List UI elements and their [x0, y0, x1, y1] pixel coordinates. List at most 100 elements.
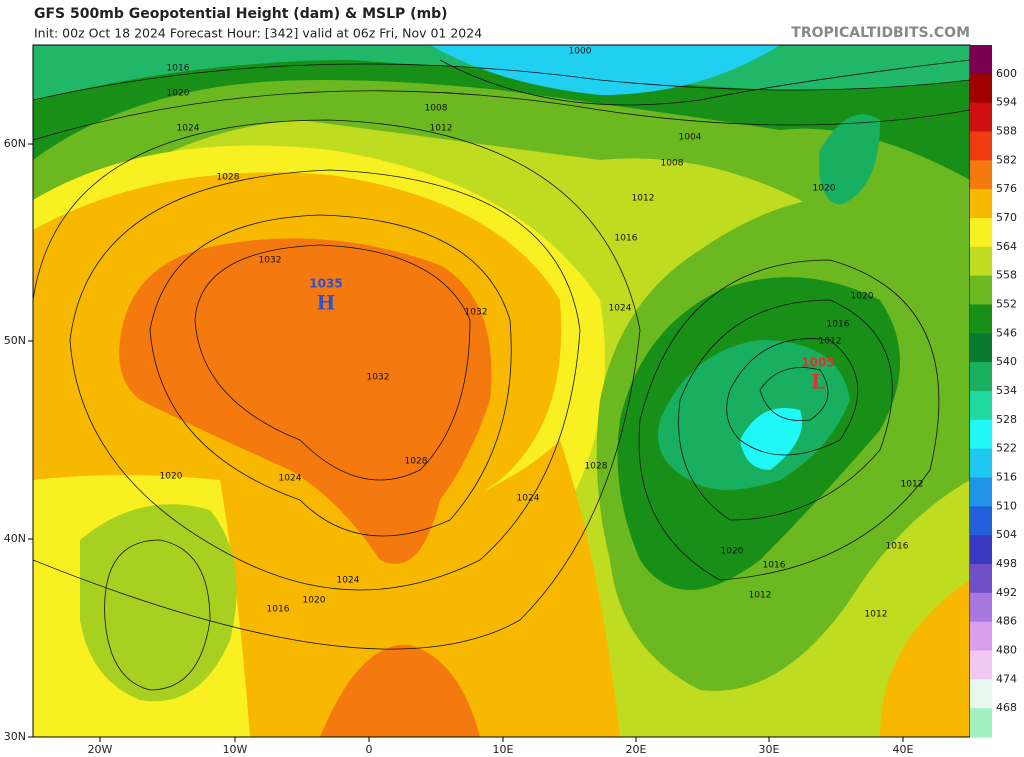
lat-label: 40N [4, 532, 26, 545]
isobar-label: 1016 [267, 605, 290, 615]
colorbar-swatch [970, 506, 992, 536]
isobar-label: 1008 [425, 104, 448, 114]
colorbar-swatch [970, 275, 992, 305]
colorbar-swatch [970, 448, 992, 478]
isobar-label: 1032 [259, 256, 282, 266]
colorbar-swatch [970, 708, 992, 738]
colorbar-swatch [970, 102, 992, 132]
colorbar-label: 468 [996, 701, 1017, 714]
colorbar-label: 582 [996, 153, 1017, 166]
colorbar-swatch [970, 592, 992, 623]
isobar-label: 1020 [303, 596, 326, 606]
lon-label: 10E [493, 743, 514, 756]
colorbar-swatch [970, 679, 992, 709]
pressure-letter: L [811, 370, 825, 394]
colorbar-label: 570 [996, 211, 1017, 224]
colorbar-label: 522 [996, 442, 1017, 455]
colorbar-swatch [970, 45, 992, 75]
pressure-letter: H [317, 291, 336, 315]
isobar-label: 1016 [763, 561, 786, 571]
isobar-label: 1012 [749, 591, 772, 601]
lon-label: 40E [893, 743, 914, 756]
colorbar-swatch [970, 218, 992, 248]
isobar-label: 1024 [279, 474, 302, 484]
colorbar-label: 540 [996, 355, 1017, 368]
isobar-label: 1032 [367, 373, 390, 383]
colorbar-swatch [970, 621, 992, 651]
colorbar-label: 492 [996, 586, 1017, 599]
colorbar-swatch [970, 333, 992, 363]
isobar-label: 1008 [661, 159, 684, 169]
colorbar-label: 576 [996, 182, 1017, 195]
colorbar-label: 528 [996, 413, 1017, 426]
isobar-label: 1000 [569, 47, 592, 57]
map-shading [33, 45, 970, 737]
colorbar-label: 588 [996, 125, 1017, 138]
colorbar-label: 486 [996, 615, 1017, 628]
colorbar-swatch [970, 564, 992, 594]
colorbar-swatch [970, 304, 992, 334]
isobar-label: 1028 [585, 462, 608, 472]
lat-label: 30N [4, 730, 26, 743]
colorbar-label: 552 [996, 298, 1017, 311]
lon-label: 0 [366, 743, 373, 756]
colorbar-swatch [970, 535, 992, 565]
isobar-label: 1028 [217, 173, 240, 183]
isobar-label: 1024 [517, 494, 540, 504]
isobar-label: 1020 [813, 184, 836, 194]
isobar-label: 1012 [430, 124, 453, 134]
colorbar-swatch [970, 189, 992, 219]
colorbar-label: 594 [996, 96, 1017, 109]
colorbar-label: 474 [996, 672, 1017, 685]
lon-label: 10W [223, 743, 248, 756]
title: GFS 500mb Geopotential Height (dam) & MS… [34, 6, 448, 22]
isobar-label: 1020 [167, 89, 190, 99]
lat-label: 50N [4, 334, 26, 347]
colorbar-swatch [970, 391, 992, 421]
colorbar-swatch [970, 73, 992, 104]
isobar-label: 1004 [679, 133, 702, 143]
site-name: TROPICALTIDBITS.COM [791, 25, 970, 41]
isobar-label: 1012 [632, 194, 655, 204]
lat-label: 60N [4, 137, 26, 150]
colorbar-label: 558 [996, 269, 1017, 282]
isobar-label: 1012 [901, 480, 924, 490]
colorbar-swatch [970, 419, 992, 450]
colorbar-label: 534 [996, 384, 1017, 397]
isobar-label: 1016 [886, 542, 909, 552]
isobar-label: 1016 [167, 64, 190, 74]
isobar-label: 1020 [160, 472, 183, 482]
colorbar-swatch [970, 246, 992, 277]
colorbar-label: 498 [996, 557, 1017, 570]
isobar-label: 1020 [721, 547, 744, 557]
colorbar-label: 546 [996, 326, 1017, 339]
colorbar-swatch [970, 160, 992, 190]
colorbar-swatch [970, 362, 992, 392]
isobar-label: 1016 [827, 320, 850, 330]
isobar-label: 1024 [337, 576, 360, 586]
isobar-label: 1016 [615, 234, 638, 244]
pressure-value: 1005 [801, 356, 834, 370]
colorbar-swatch [970, 131, 992, 161]
isobar-label: 1028 [405, 457, 428, 467]
lon-label: 30E [759, 743, 780, 756]
colorbar-swatch [970, 477, 992, 507]
isobar-label: 1020 [851, 292, 874, 302]
pressure-value: 1035 [309, 277, 342, 291]
isobar-label: 1024 [609, 304, 632, 314]
isobar-label: 1012 [865, 610, 888, 620]
colorbar-swatch [970, 650, 992, 680]
colorbar-label: 516 [996, 471, 1017, 484]
isobar-label: 1024 [177, 124, 200, 134]
isobar-label: 1032 [465, 308, 488, 318]
colorbar-label: 480 [996, 644, 1017, 657]
colorbar-label: 504 [996, 528, 1017, 541]
isobar-label: 1012 [819, 337, 842, 347]
lon-label: 20E [626, 743, 647, 756]
lon-label: 20W [88, 743, 113, 756]
colorbar-label: 600 [996, 67, 1017, 80]
colorbar-label: 564 [996, 240, 1017, 253]
colorbar-label: 510 [996, 499, 1017, 512]
subtitle: Init: 00z Oct 18 2024 Forecast Hour: [34… [34, 26, 482, 41]
